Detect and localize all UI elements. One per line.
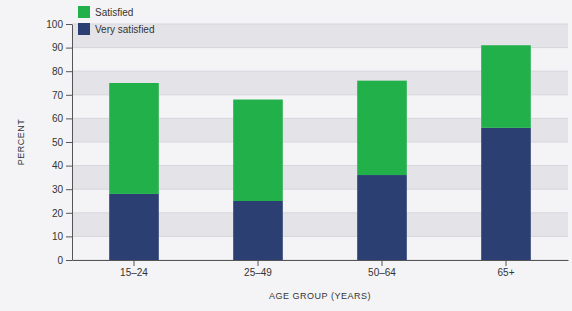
tick: 60 [52, 113, 72, 124]
background [0, 0, 572, 311]
tick-label: 0 [57, 255, 63, 266]
bar [233, 100, 283, 201]
tick-label: 65+ [498, 267, 515, 278]
tick-mark [258, 260, 259, 266]
axis-line [72, 25, 73, 261]
tick-mark [66, 71, 72, 72]
tick-mark [66, 166, 72, 167]
tick-label: 30 [52, 184, 64, 195]
chart: 0 10 20 30 40 50 60 70 80 90 100 15–24 25–49 50–64 65+… [0, 0, 572, 311]
legend-label: Very satisfied [95, 24, 154, 35]
grid [72, 24, 568, 260]
tick: 25–49 [244, 260, 272, 278]
tick-label: 50–64 [368, 267, 396, 278]
x-axis: 15–24 25–49 50–64 65+ [73, 260, 569, 278]
tick-mark [382, 260, 383, 266]
legend: Satisfied Very satisfied [78, 6, 154, 35]
grid-band [72, 24, 568, 48]
bar [109, 194, 159, 260]
tick: 90 [52, 42, 72, 53]
legend-item: Satisfied [78, 6, 133, 18]
tick-mark [66, 189, 72, 190]
legend-label: Satisfied [95, 7, 133, 18]
tick: 50–64 [368, 260, 396, 278]
tick-label: 60 [52, 113, 64, 124]
tick-label: 15–24 [120, 267, 148, 278]
tick-mark [66, 236, 72, 237]
tick-label: 100 [46, 19, 63, 30]
tick-label: 25–49 [244, 267, 272, 278]
tick: 100 [46, 19, 72, 30]
bar [109, 83, 159, 194]
bar [481, 45, 531, 128]
axis-line [73, 260, 569, 261]
bar [233, 201, 283, 260]
tick: 70 [52, 90, 72, 101]
tick-label: 40 [52, 160, 64, 171]
bar [481, 128, 531, 260]
tick: 50 [52, 137, 72, 148]
tick-mark [506, 260, 507, 266]
tick-mark [66, 260, 72, 261]
y-axis-title: PERCENT [16, 119, 26, 166]
tick-label: 50 [52, 137, 64, 148]
bar [357, 175, 407, 260]
tick-mark [66, 24, 72, 25]
tick-label: 10 [52, 231, 64, 242]
x-axis-title: AGE GROUP (YEARS) [269, 291, 371, 301]
tick: 80 [52, 66, 72, 77]
tick: 10 [52, 231, 72, 242]
tick: 20 [52, 208, 72, 219]
tick-label: 70 [52, 90, 64, 101]
tick-label: 90 [52, 42, 64, 53]
bars [109, 45, 531, 260]
tick: 0 [57, 255, 72, 266]
tick: 65+ [498, 260, 515, 278]
tick: 30 [52, 184, 72, 195]
tick-label: 80 [52, 66, 64, 77]
legend-swatch [78, 6, 90, 18]
tick: 40 [52, 160, 72, 171]
legend-item: Very satisfied [78, 23, 154, 35]
legend-swatch [78, 23, 90, 35]
tick-mark [66, 95, 72, 96]
y-axis: 0 10 20 30 40 50 60 70 80 90 100 [46, 19, 72, 266]
plot: 0 10 20 30 40 50 60 70 80 90 100 15–24 25–49 50–64 65+ [46, 19, 568, 278]
tick-mark [66, 142, 72, 143]
tick-mark [66, 213, 72, 214]
tick-label: 20 [52, 208, 64, 219]
tick: 15–24 [120, 260, 148, 278]
tick-mark [66, 48, 72, 49]
tick-mark [134, 260, 135, 266]
tick-mark [66, 118, 72, 119]
bar [357, 81, 407, 175]
